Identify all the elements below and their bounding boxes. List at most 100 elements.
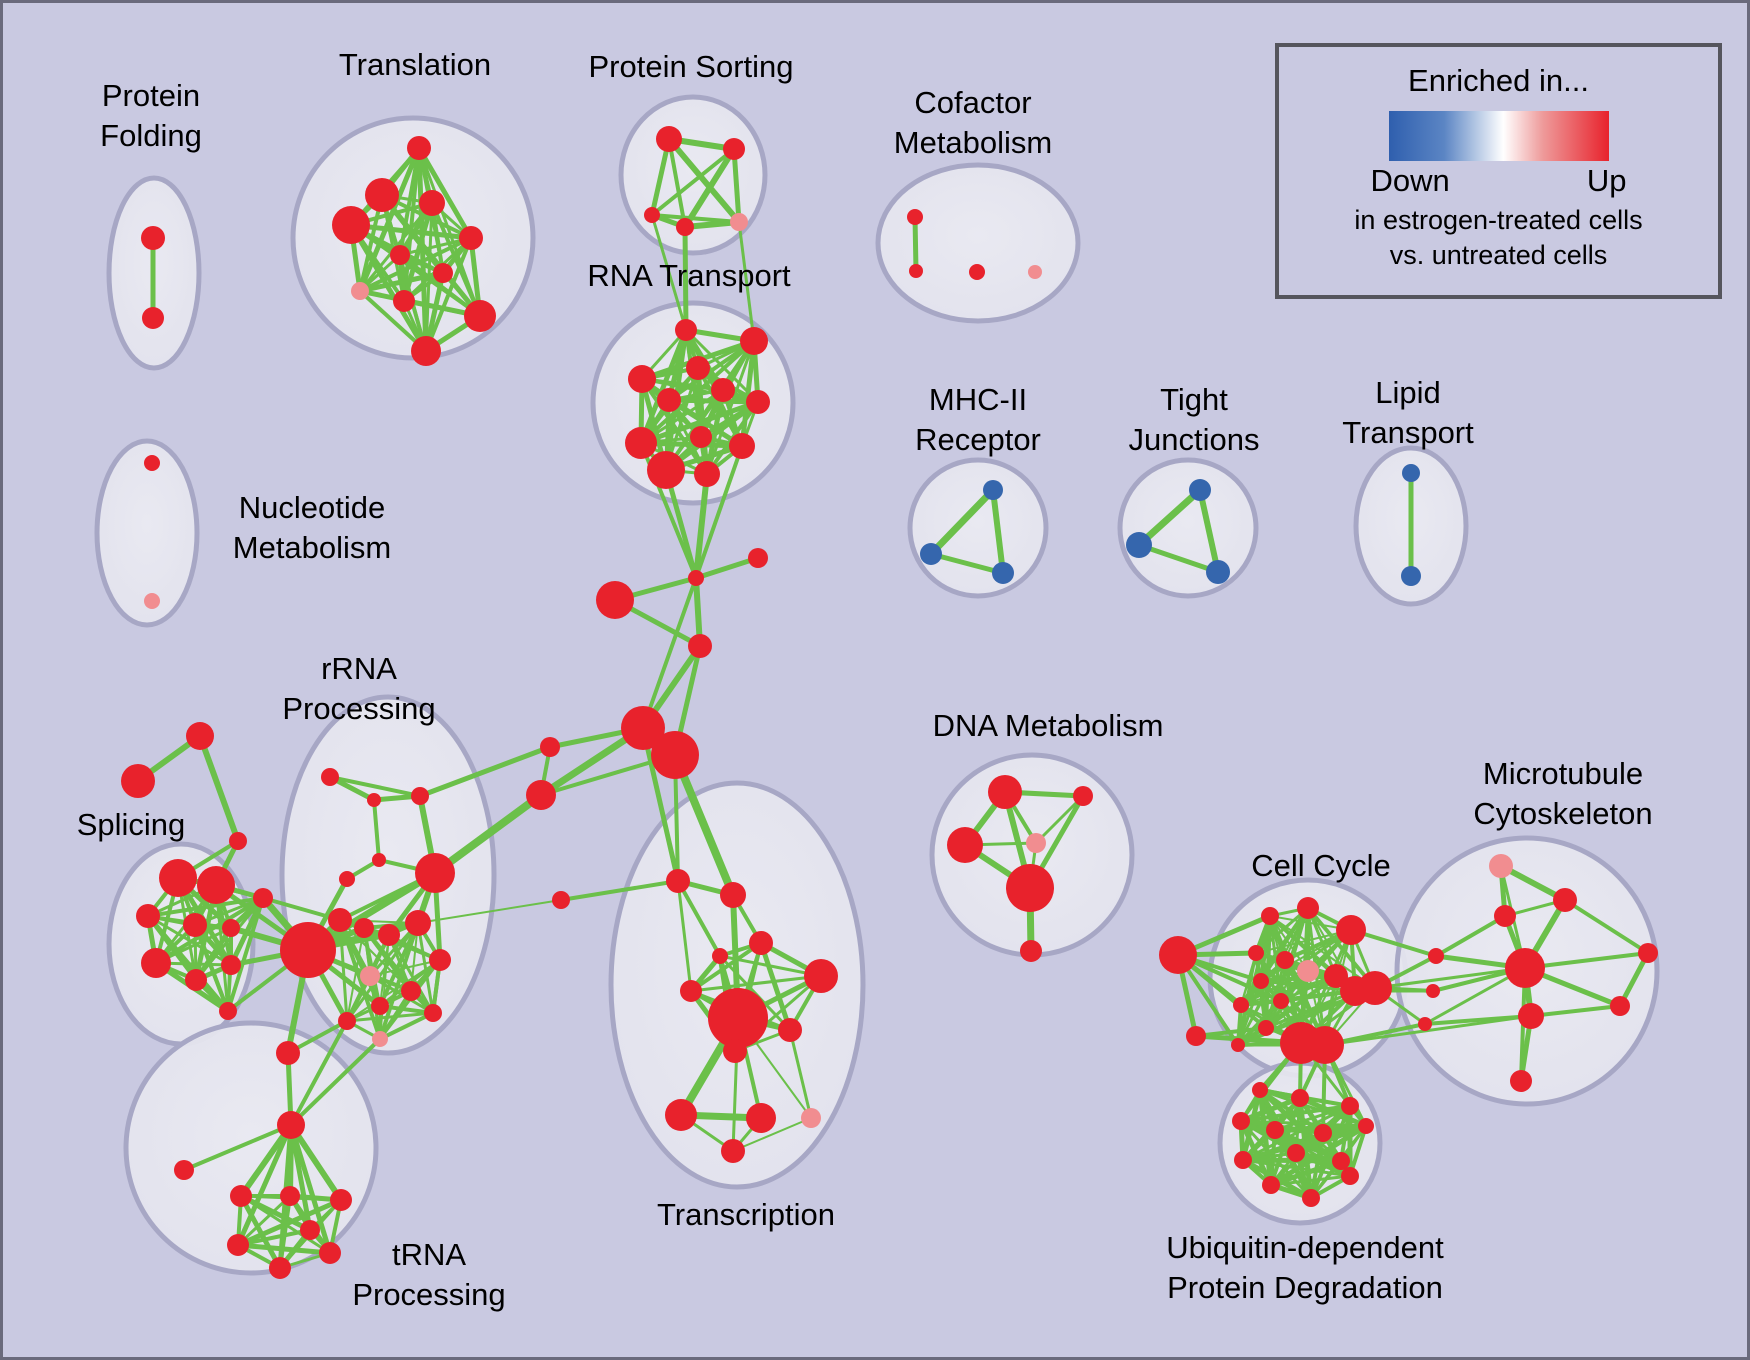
- network-node: [909, 264, 923, 278]
- network-node: [136, 904, 160, 928]
- cluster-label-protein-sorting: Protein Sorting: [588, 49, 793, 84]
- network-node: [746, 390, 770, 414]
- network-node: [393, 290, 415, 312]
- network-node: [907, 209, 923, 225]
- network-node: [1332, 1152, 1350, 1170]
- network-node: [721, 1139, 745, 1163]
- network-node: [227, 1234, 249, 1256]
- network-edge: [345, 1011, 435, 1023]
- network-edge: [1523, 951, 1650, 970]
- network-node: [740, 327, 768, 355]
- network-node: [330, 1189, 352, 1211]
- network-node: [230, 1185, 252, 1207]
- network-edge: [676, 879, 693, 993]
- network-node: [526, 780, 556, 810]
- network-node: [300, 1220, 320, 1240]
- network-node: [144, 593, 160, 609]
- network-node: [1266, 1121, 1284, 1139]
- network-node: [686, 356, 710, 380]
- network-edge: [236, 1228, 312, 1247]
- network-edge: [416, 145, 474, 241]
- network-node: [319, 1242, 341, 1264]
- network-edge: [1529, 1004, 1622, 1018]
- network-node: [1253, 973, 1269, 989]
- network-edge: [193, 923, 230, 1013]
- cluster-shape-tight-junctions: [1117, 457, 1259, 599]
- network-node: [666, 869, 690, 893]
- cluster-label-tight-junctions: Tight Junctions: [1129, 382, 1260, 457]
- network-node: [778, 1018, 802, 1042]
- network-node: [1026, 833, 1046, 853]
- network-node: [219, 1002, 237, 1020]
- network-edge: [154, 896, 265, 965]
- network-node: [321, 768, 339, 786]
- network-node: [1006, 864, 1054, 912]
- network-node: [351, 282, 369, 300]
- network-node: [378, 924, 400, 946]
- network-edge: [927, 486, 997, 558]
- network-edge: [663, 399, 761, 473]
- legend-subtitle-line1: in estrogen-treated cells: [1354, 205, 1643, 235]
- network-edge: [1255, 929, 1352, 954]
- cluster-label-translation: Translation: [339, 47, 491, 82]
- network-node: [277, 1111, 305, 1139]
- network-node: [708, 988, 768, 1048]
- cluster-label-nucleotide-metabolism: Nucleotide Metabolism: [233, 490, 392, 565]
- network-edge: [417, 899, 562, 924]
- network-node: [596, 581, 634, 619]
- network-edge: [693, 555, 761, 581]
- network-edge: [1176, 953, 1268, 1030]
- network-node: [197, 866, 235, 904]
- network-edge: [345, 921, 420, 1023]
- legend-title: Enriched in...: [1408, 63, 1589, 98]
- network-node: [983, 480, 1003, 500]
- cluster-shape-trna-processing: [123, 1020, 379, 1276]
- network-edge: [261, 896, 342, 922]
- network-edge: [289, 1019, 349, 1127]
- network-node: [332, 206, 370, 244]
- network-edge: [1293, 1150, 1353, 1179]
- network-node: [920, 543, 942, 565]
- network-node: [142, 307, 164, 329]
- network-node: [186, 722, 214, 750]
- cluster-label-dna-metabolism: DNA Metabolism: [933, 708, 1164, 743]
- network-edge: [1241, 1104, 1352, 1162]
- network-node: [1248, 945, 1264, 961]
- network-edge: [758, 940, 793, 1033]
- network-node: [269, 1257, 291, 1279]
- network-node: [365, 178, 399, 212]
- network-node: [969, 264, 985, 280]
- cluster-label-rrna-processing: rRNA Processing: [282, 651, 435, 726]
- network-node: [1073, 786, 1093, 806]
- network-edge: [197, 733, 241, 844]
- network-edge: [667, 339, 756, 402]
- network-edge: [1373, 966, 1527, 990]
- cluster-label-splicing: Splicing: [77, 807, 186, 842]
- network-node: [675, 319, 697, 341]
- network-edge: [737, 220, 756, 343]
- network-edge: [378, 1011, 435, 1041]
- network-node: [433, 263, 453, 283]
- network-node: [628, 365, 656, 393]
- network-edge: [1239, 1104, 1352, 1123]
- network-node: [1234, 1151, 1252, 1169]
- network-edge: [235, 1242, 333, 1256]
- network-edge: [348, 222, 429, 354]
- network-node: [1020, 940, 1042, 962]
- network-node: [1159, 936, 1197, 974]
- network-edge: [236, 1194, 292, 1247]
- network-node: [665, 1099, 697, 1131]
- network-node: [723, 138, 745, 160]
- network-edge: [1434, 914, 1507, 958]
- network-node: [222, 919, 240, 937]
- network-node: [1314, 1124, 1332, 1142]
- network-edge: [424, 236, 473, 353]
- network-node: [1638, 943, 1658, 963]
- network-edge: [682, 224, 689, 333]
- network-edge: [1268, 1158, 1344, 1188]
- network-node: [1358, 1118, 1374, 1134]
- network-edge: [398, 236, 473, 257]
- network-edge: [348, 222, 474, 241]
- network-edge: [640, 725, 681, 884]
